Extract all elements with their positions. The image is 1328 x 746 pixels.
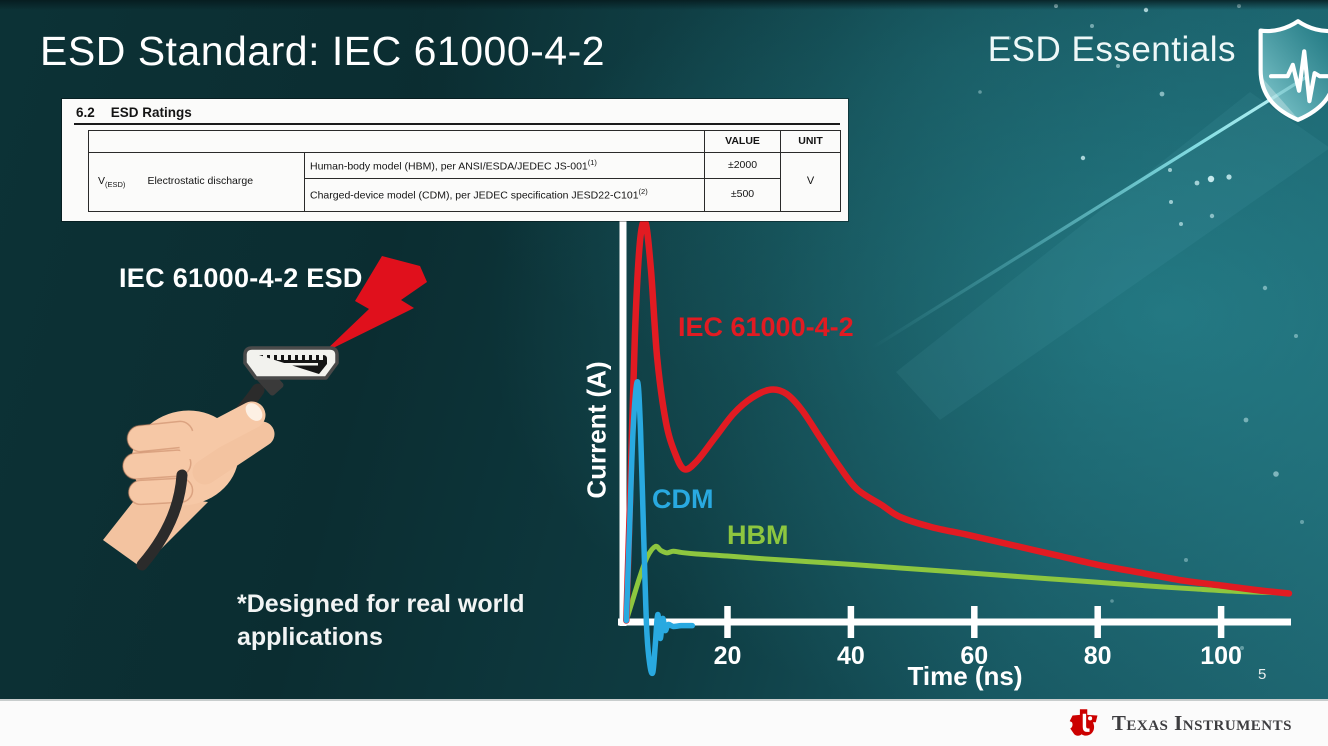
x-tick-label: 80 <box>1084 642 1112 670</box>
hbm-value: ±2000 <box>704 152 781 179</box>
esd-ratings-table: VALUE UNIT V(ESD) Electrostatic discharg… <box>88 130 841 212</box>
table-row: Charged-device model (CDM), per JEDEC sp… <box>89 178 841 212</box>
illustration-label: IEC 61000-4-2 ESD <box>119 263 363 293</box>
parameter-cell: V(ESD) Electrostatic discharge <box>88 152 305 212</box>
page-number: 5 <box>1258 666 1267 683</box>
value-header: VALUE <box>704 130 781 153</box>
series-label-iec: IEC 61000-4-2 <box>678 312 854 342</box>
unit-header: UNIT <box>780 130 841 153</box>
x-tick-label: 40 <box>837 642 865 670</box>
hand-hdmi-illustration <box>103 256 427 571</box>
x-tick-label: 100 <box>1200 642 1242 670</box>
esd-waveform-chart: 20 40 60 80 100 <box>618 217 1293 677</box>
series-curve-IEC 61000-4-2 <box>623 217 1293 624</box>
hbm-description: Human-body model (HBM), per ANSI/ESDA/JE… <box>304 152 705 179</box>
table-heading: 6.2 ESD Ratings <box>74 103 840 125</box>
program-title: ESD Essentials <box>987 30 1236 69</box>
series-curve-HBM <box>623 543 1292 623</box>
fingernail <box>245 403 263 421</box>
cable <box>136 469 188 571</box>
hand-graphic <box>103 361 284 571</box>
x-tick-label: 20 <box>714 642 742 670</box>
footnote: *Designed for real world applications <box>237 590 525 651</box>
section-title: ESD Ratings <box>110 105 192 120</box>
cdm-value: ±500 <box>704 178 781 212</box>
series-curve-CDM <box>623 378 696 677</box>
hdmi-port-icon <box>243 346 339 380</box>
datasheet-snippet: 6.2 ESD Ratings VALUE UNIT V(ESD) Electr… <box>62 99 848 221</box>
slide-title: ESD Standard: IEC 61000-4-2 <box>40 28 606 74</box>
unit-cell: V <box>780 152 841 212</box>
shield-pulse-icon <box>1258 19 1328 122</box>
cdm-description: Charged-device model (CDM), per JEDEC sp… <box>304 178 705 212</box>
series-label-hbm: HBM <box>727 520 789 550</box>
table-row: V(ESD) Electrostatic discharge Human-bod… <box>88 152 841 212</box>
parameter-label: Electrostatic discharge <box>147 175 254 188</box>
section-number: 6.2 <box>76 105 95 120</box>
empty-header-cell <box>88 130 705 153</box>
ti-logo-icon <box>1069 708 1098 736</box>
particle-dots <box>729 4 1304 650</box>
parameter-symbol: V(ESD) <box>98 174 126 189</box>
comet-streak <box>871 74 1309 350</box>
x-axis-label: Time (ns) <box>907 661 1023 691</box>
x-tick-label: 60 <box>960 642 988 670</box>
ti-wordmark: Texas Instruments <box>1111 711 1292 735</box>
y-axis-label: Current (A) <box>581 361 612 499</box>
ti-brand: Texas Instruments <box>1068 707 1292 741</box>
series-label-cdm: CDM <box>652 484 714 514</box>
footer-bar: Texas Instruments <box>0 699 1328 746</box>
lightning-bolt-icon <box>323 256 427 353</box>
light-beam <box>896 92 1328 420</box>
